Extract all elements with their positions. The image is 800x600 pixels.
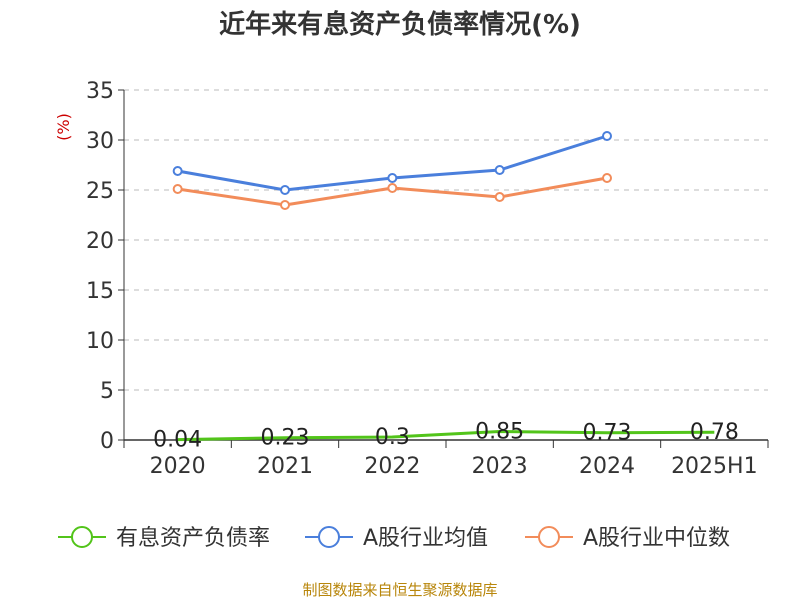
series-layer [172,131,715,442]
axes: 0 5 10 15 20 25 30 35 2020 2021 2022 2023 2024 2025H1 [86,79,769,479]
x-tick-label: 2023 [472,454,528,479]
x-tick-label: 2024 [579,454,635,479]
data-point [172,184,183,194]
source-note: 制图数据来自恒生聚源数据库 [302,581,497,599]
data-point [280,200,290,210]
data-point [494,165,505,175]
data-label: 0.23 [261,426,310,451]
data-point [172,166,183,176]
grid-lines [124,89,768,391]
legend-marker [318,526,340,548]
y-tick-label: 15 [86,279,114,304]
y-tick-label: 20 [86,229,114,254]
y-axis-unit-label: (%) [54,113,73,141]
data-point [494,192,505,202]
data-point [280,185,290,195]
x-tick-label: 2025H1 [671,454,758,479]
legend-label: 有息资产负债率 [116,526,270,551]
x-tick-label: 2021 [257,454,313,479]
legend: 有息资产负债率 A股行业均值 A股行业中位数 [58,526,730,551]
legend-marker [538,526,560,548]
y-tick-label: 10 [86,329,114,354]
legend-item: A股行业均值 [305,526,488,551]
data-point [387,183,398,193]
y-tick-label: 30 [86,129,114,154]
legend-item: A股行业中位数 [525,526,730,551]
legend-label: A股行业中位数 [583,526,730,551]
x-tick-label: 2022 [364,454,420,479]
data-label: 0.3 [375,425,410,450]
legend-item: 有息资产负债率 [58,526,270,551]
data-label: 0.85 [475,420,524,445]
y-tick-label: 0 [100,429,114,454]
data-label: 0.04 [153,428,202,453]
y-tick-label: 35 [86,79,114,104]
data-labels: 0.04 0.23 0.3 0.85 0.73 0.78 [153,420,739,453]
x-tick-label: 2020 [150,454,206,479]
y-tick-label: 25 [86,179,114,204]
data-point [602,131,612,141]
data-label: 0.73 [583,421,632,446]
chart-title: 近年来有息资产负债率情况(%) [219,9,581,40]
y-tick-label: 5 [100,379,114,404]
series-line [177,430,715,442]
legend-label: A股行业均值 [363,526,488,551]
data-label: 0.78 [690,420,739,445]
legend-marker [71,526,93,548]
data-point [387,173,398,183]
data-point [602,173,612,183]
